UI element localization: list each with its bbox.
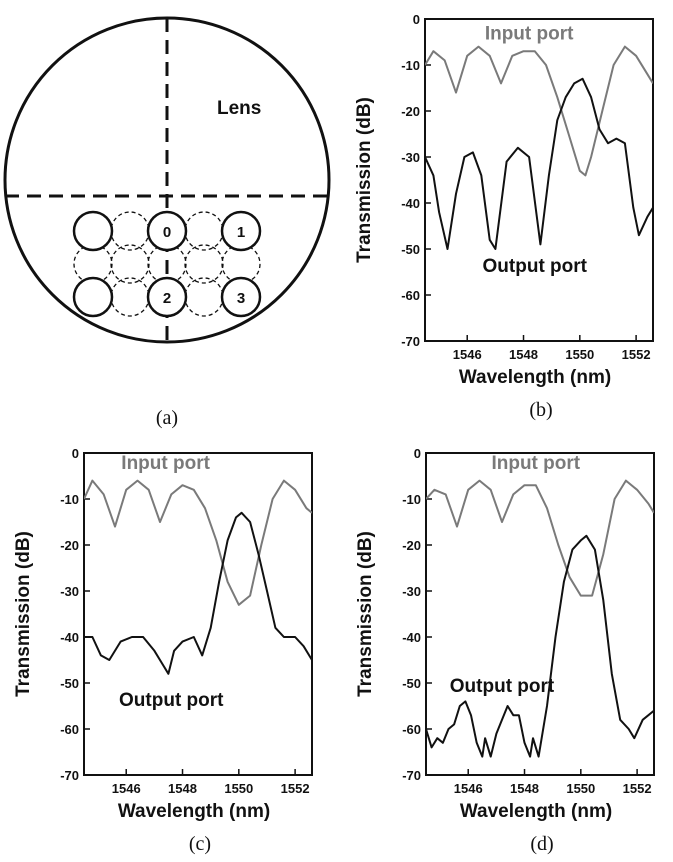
- output-port-line-b: [425, 77, 653, 250]
- y-tick-label: -10: [60, 492, 79, 507]
- plot-frame-d: [425, 452, 655, 776]
- y-tick-label: -70: [60, 768, 79, 783]
- y-tick-label: -40: [60, 630, 79, 645]
- chart-panel-c: 0 -10 -20 -30 -40 -50 -60 -70 1546 1548 1550 1552 Wa…: [13, 446, 313, 855]
- caption-c: (c): [189, 833, 211, 855]
- caption-d: (d): [530, 833, 553, 855]
- x-tick-label: 1552: [622, 347, 651, 362]
- dashed-core: [184, 211, 224, 251]
- x-tick-label: 1550: [566, 781, 595, 796]
- dashed-core: [184, 244, 224, 284]
- y-tick-label: -70: [402, 768, 421, 783]
- plot-frame-b: [424, 18, 654, 342]
- x-axis-label: Wavelength (nm): [459, 367, 611, 388]
- fiber-label-0: 0: [163, 224, 171, 241]
- input-port-annotation: Input port: [491, 453, 580, 474]
- fiber-label-1: 1: [237, 224, 245, 241]
- solid-cores: [72, 210, 262, 318]
- y-tick-label: -50: [401, 242, 420, 257]
- caption-b: (b): [529, 399, 552, 421]
- schematic-panel: Lens 0 1 2 3 (a): [3, 16, 331, 429]
- y-tick-label: -50: [402, 676, 421, 691]
- input-port-annotation: Input port: [485, 24, 574, 45]
- y-axis-label: Transmission (dB): [355, 531, 376, 697]
- solid-core: [72, 276, 114, 318]
- fiber-2: [146, 276, 188, 318]
- plot-frame-c: [83, 452, 313, 776]
- y-tick-label: -20: [60, 538, 79, 553]
- input-port-line-b: [425, 45, 653, 177]
- y-tick-label: 0: [72, 446, 79, 461]
- dashed-core: [110, 277, 150, 317]
- fiber-label-2: 2: [163, 290, 171, 307]
- y-tick-label: -70: [401, 334, 420, 349]
- dashed-core: [110, 244, 150, 284]
- x-tick-label: 1552: [623, 781, 652, 796]
- output-port-annotation: Output port: [483, 256, 588, 277]
- output-port-annotation: Output port: [119, 690, 224, 711]
- y-tick-label: -30: [401, 150, 420, 165]
- y-tick-label: -60: [402, 722, 421, 737]
- y-axis-label: Transmission (dB): [354, 97, 375, 263]
- dashed-core: [184, 277, 224, 317]
- x-axis-label: Wavelength (nm): [118, 801, 270, 822]
- fiber-1: [220, 210, 262, 252]
- output-port-annotation: Output port: [450, 676, 555, 697]
- y-tick-label: -20: [401, 104, 420, 119]
- dashed-core: [110, 211, 150, 251]
- x-tick-label: 1552: [281, 781, 310, 796]
- x-tick-label: 1550: [565, 347, 594, 362]
- x-tick-label: 1548: [509, 347, 538, 362]
- x-tick-label: 1546: [112, 781, 141, 796]
- chart-panel-d: 0 -10 -20 -30 -40 -50 -60 -70 1546 1548 1550 1552 Wa…: [355, 446, 655, 855]
- solid-core: [72, 210, 114, 252]
- fiber-label-3: 3: [237, 290, 245, 307]
- y-tick-label: -10: [402, 492, 421, 507]
- y-tick-label: -40: [401, 196, 420, 211]
- output-port-line-c: [84, 511, 312, 675]
- y-tick-label: -40: [402, 630, 421, 645]
- caption-a: (a): [156, 407, 178, 429]
- fiber-3: [220, 276, 262, 318]
- x-tick-label: 1548: [168, 781, 197, 796]
- x-tick-label: 1548: [510, 781, 539, 796]
- y-tick-label: -10: [401, 58, 420, 73]
- x-axis-label: Wavelength (nm): [460, 801, 612, 822]
- input-port-line-c: [84, 479, 312, 606]
- y-tick-label: 0: [414, 446, 421, 461]
- x-tick-label: 1550: [224, 781, 253, 796]
- x-tick-label: 1546: [454, 781, 483, 796]
- y-tick-label: -30: [60, 584, 79, 599]
- x-tick-label: 1546: [453, 347, 482, 362]
- input-port-annotation: Input port: [121, 453, 210, 474]
- input-port-line-d: [426, 479, 654, 597]
- y-tick-label: -50: [60, 676, 79, 691]
- y-tick-label: 0: [413, 12, 420, 27]
- y-tick-label: -20: [402, 538, 421, 553]
- y-tick-label: -30: [402, 584, 421, 599]
- fiber-0: [146, 210, 188, 252]
- lens-label: Lens: [217, 98, 261, 119]
- chart-panel-b: 0 -10 -20 -30 -40 -50 -60 -70 1546 1548 1550 1552 Wa…: [354, 12, 654, 421]
- y-axis-label: Transmission (dB): [13, 531, 34, 697]
- y-tick-label: -60: [60, 722, 79, 737]
- y-tick-label: -60: [401, 288, 420, 303]
- output-port-line-d: [426, 534, 654, 758]
